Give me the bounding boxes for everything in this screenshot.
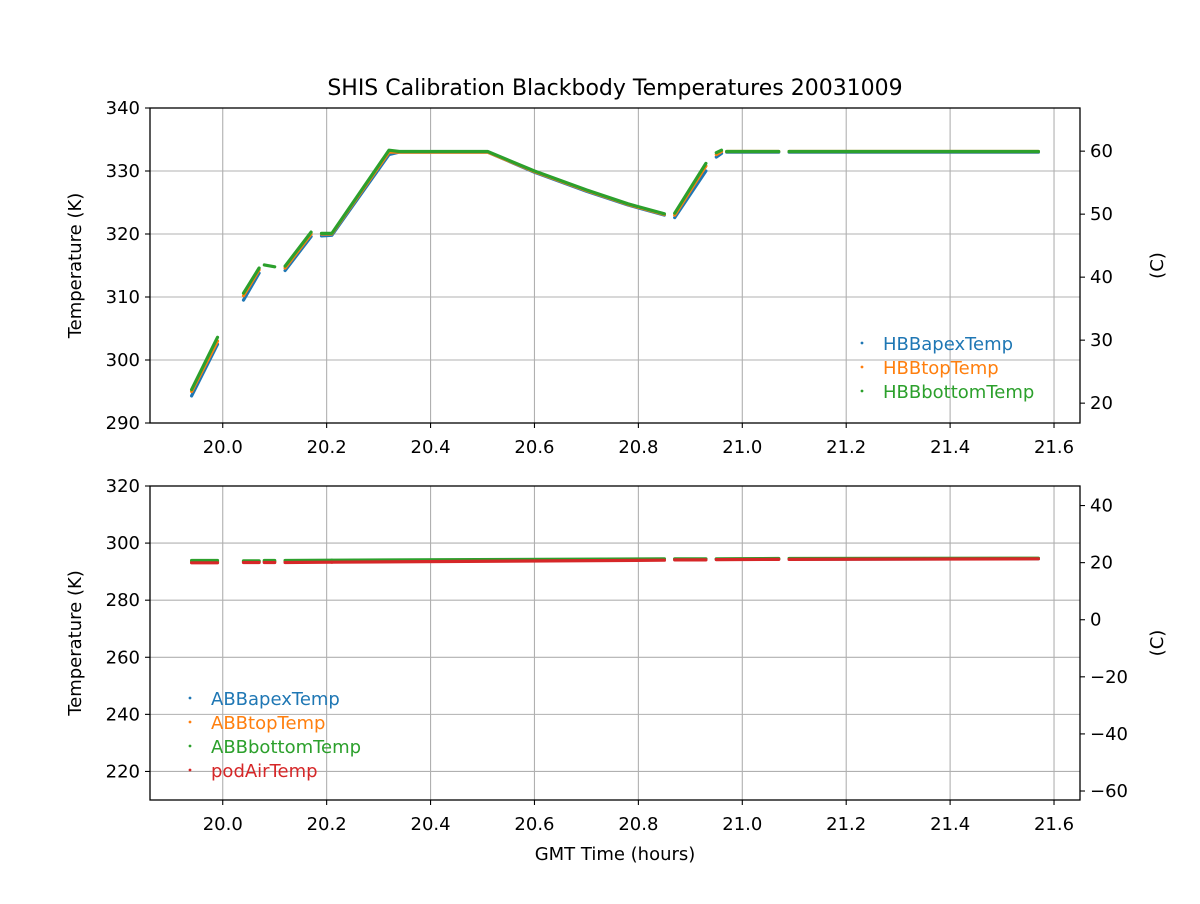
y-right-tick-label: 30	[1090, 330, 1113, 351]
x-tick-label: 21.0	[722, 437, 762, 458]
legend-label: HBBapexTemp	[883, 334, 1013, 355]
y-tick-label: 280	[106, 590, 140, 611]
x-tick-label: 20.6	[514, 814, 554, 835]
legend-marker	[189, 745, 192, 748]
x-tick-label: 20.0	[203, 437, 243, 458]
y-right-tick-label: −60	[1090, 781, 1128, 802]
y-tick-label: 260	[106, 647, 140, 668]
y-tick-label: 290	[106, 413, 140, 434]
y-tick-label: 220	[106, 761, 140, 782]
x-tick-label: 20.8	[618, 437, 658, 458]
y-right-tick-label: 0	[1090, 610, 1101, 631]
legend-label: ABBtopTemp	[211, 713, 325, 734]
y-right-tick-label: −40	[1090, 724, 1128, 745]
legend-label: ABBapexTemp	[211, 689, 340, 710]
x-tick-label: 21.2	[826, 814, 866, 835]
y-tick-label: 340	[106, 98, 140, 119]
x-tick-label: 21.4	[930, 437, 970, 458]
legend-marker	[189, 697, 192, 700]
chart-title: SHIS Calibration Blackbody Temperatures …	[327, 76, 902, 101]
y-right-axis-label: (C)	[1147, 630, 1168, 657]
x-tick-label: 21.6	[1034, 814, 1074, 835]
y-tick-label: 300	[106, 533, 140, 554]
y-right-axis-label: (C)	[1147, 252, 1168, 279]
data-segment	[716, 150, 721, 153]
y-axis-label: Temperature (K)	[65, 570, 86, 717]
x-tick-label: 20.8	[618, 814, 658, 835]
legend-marker	[189, 769, 192, 772]
legend-label: HBBtopTemp	[883, 358, 999, 379]
y-tick-label: 310	[106, 287, 140, 308]
y-tick-label: 240	[106, 704, 140, 725]
y-right-tick-label: 40	[1090, 496, 1113, 517]
data-segment	[332, 560, 665, 562]
x-tick-label: 20.6	[514, 437, 554, 458]
legend-label: ABBbottomTemp	[211, 737, 361, 758]
x-tick-label: 21.6	[1034, 437, 1074, 458]
legend-marker	[861, 390, 864, 393]
legend-marker	[861, 342, 864, 345]
y-right-tick-label: 20	[1090, 553, 1113, 574]
y-right-tick-label: 40	[1090, 267, 1113, 288]
y-right-tick-label: −20	[1090, 667, 1128, 688]
y-right-tick-label: 20	[1090, 393, 1113, 414]
y-tick-label: 300	[106, 350, 140, 371]
y-tick-label: 330	[106, 161, 140, 182]
legend-marker	[861, 366, 864, 369]
x-tick-label: 20.2	[307, 814, 347, 835]
legend-label: podAirTemp	[211, 761, 318, 782]
x-tick-label: 20.4	[411, 814, 451, 835]
y-tick-label: 320	[106, 476, 140, 497]
x-tick-label: 21.2	[826, 437, 866, 458]
y-tick-label: 320	[106, 224, 140, 245]
x-tick-label: 20.4	[411, 437, 451, 458]
legend-label: HBBbottomTemp	[883, 382, 1034, 403]
data-segment	[264, 265, 274, 267]
x-axis-label: GMT Time (hours)	[535, 844, 696, 865]
x-tick-label: 20.0	[203, 814, 243, 835]
x-tick-label: 20.2	[307, 437, 347, 458]
y-right-tick-label: 50	[1090, 204, 1113, 225]
x-tick-label: 21.4	[930, 814, 970, 835]
y-axis-label: Temperature (K)	[65, 193, 86, 340]
x-tick-label: 21.0	[722, 814, 762, 835]
legend-marker	[189, 721, 192, 724]
data-segment	[789, 559, 1038, 560]
y-right-tick-label: 60	[1090, 141, 1113, 162]
